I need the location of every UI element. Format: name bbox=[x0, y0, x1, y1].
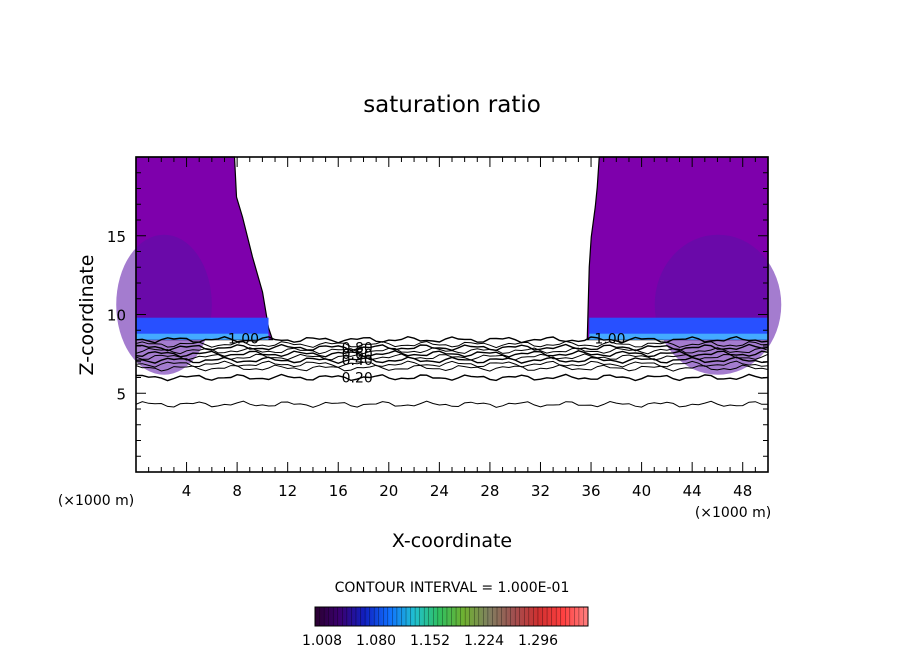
contour-label: 0.20 bbox=[342, 371, 373, 387]
x-tick-label: 8 bbox=[232, 482, 242, 500]
x-tick-label: 44 bbox=[683, 482, 702, 500]
contour-interval-note: CONTOUR INTERVAL = 1.000E-01 bbox=[335, 580, 570, 596]
x-tick-label: 16 bbox=[329, 482, 348, 500]
x-tick-label: 36 bbox=[581, 482, 600, 500]
contour-label: 1.00 bbox=[594, 332, 625, 348]
contour-line bbox=[135, 364, 769, 372]
colorbar-label: 1.296 bbox=[518, 633, 558, 649]
contour-lines: 0.20 0.400.600.80 1.00 1.00 bbox=[135, 332, 769, 408]
contour-line bbox=[135, 340, 769, 349]
supersaturation-regions bbox=[116, 156, 782, 375]
x-tick-label: 20 bbox=[379, 482, 398, 500]
x-tick-label: 40 bbox=[632, 482, 651, 500]
x-tick-label: 48 bbox=[733, 482, 752, 500]
contour-line-0.60 bbox=[135, 350, 769, 358]
x-tick-label: 12 bbox=[278, 482, 297, 500]
contour-line-0.40 bbox=[135, 356, 769, 365]
x-unit-label-right: (×1000 m) bbox=[695, 505, 771, 521]
saturation-band-highlight-right bbox=[589, 333, 768, 340]
contour-line-0.20 bbox=[135, 373, 769, 382]
contour-label: 0.60 bbox=[342, 347, 373, 363]
x-unit-label-left: (×1000 m) bbox=[58, 493, 134, 509]
contour-line-0.80 bbox=[135, 343, 769, 352]
colorbar-label: 1.008 bbox=[302, 633, 342, 649]
x-tick-label: 32 bbox=[531, 482, 550, 500]
y-tick-label: 10 bbox=[107, 307, 126, 325]
chart-title: saturation ratio bbox=[363, 92, 541, 118]
y-tick-label: 5 bbox=[116, 385, 126, 403]
x-tick-label: 28 bbox=[480, 482, 499, 500]
contour-line-1.00 bbox=[135, 335, 769, 344]
x-tick-label: 4 bbox=[182, 482, 192, 500]
saturation-band-highlight-left bbox=[136, 333, 269, 340]
colorbar-label: 1.080 bbox=[356, 633, 396, 649]
y-axis-label: Z-coordinate bbox=[76, 255, 98, 376]
contour-label: 1.00 bbox=[228, 332, 259, 348]
colorbar-label: 1.152 bbox=[410, 633, 450, 649]
colorbar-label: 1.224 bbox=[464, 633, 504, 649]
region-shade-right bbox=[654, 234, 782, 375]
contour-label: 0.40 bbox=[342, 353, 373, 369]
colorbar: 1.008 1.080 1.152 1.224 1.296 bbox=[302, 606, 589, 649]
y-tick-label: 15 bbox=[107, 228, 126, 246]
x-tick-label: 24 bbox=[430, 482, 449, 500]
contour-line bbox=[135, 360, 769, 368]
contour-label: 0.80 bbox=[342, 341, 373, 357]
x-axis-label: X-coordinate bbox=[392, 530, 512, 552]
contour-line bbox=[135, 400, 768, 408]
